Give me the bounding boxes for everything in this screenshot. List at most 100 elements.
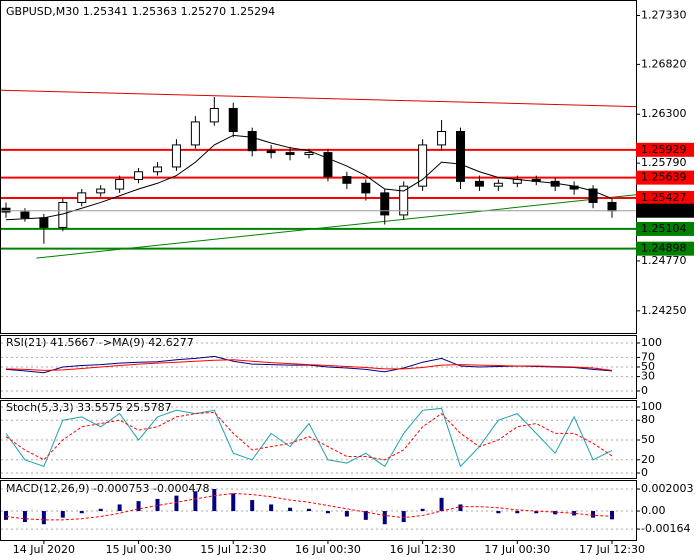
macd-bar — [79, 511, 84, 514]
level-label: 1.25104 — [641, 222, 687, 235]
y-tick-label: 1.25790 — [641, 156, 687, 169]
macd-bar — [591, 511, 596, 518]
level-box — [636, 221, 694, 236]
macd-bar — [515, 511, 520, 514]
candle-body — [20, 211, 30, 219]
y-tick-label: 1.27330 — [641, 8, 687, 21]
macd-bar — [98, 508, 103, 512]
level-label: 1.24898 — [641, 242, 687, 255]
macd-bar — [363, 511, 368, 520]
panel-title: GBPUSD,M30 1.25341 1.25363 1.25270 1.252… — [6, 5, 275, 18]
macd-bar — [174, 495, 179, 512]
candle-body — [437, 130, 447, 146]
macd-bar — [307, 508, 311, 512]
y-tick-label: 0 — [641, 466, 648, 479]
candle-body — [209, 107, 219, 123]
macd-bar — [572, 511, 577, 516]
macd-bar — [382, 511, 387, 525]
candle-body — [171, 144, 181, 168]
macd-bar — [41, 511, 46, 525]
candle-body — [474, 180, 484, 187]
candle-body — [323, 152, 333, 178]
level-box — [636, 241, 694, 256]
candle-body — [39, 217, 49, 228]
y-tick-label: 100 — [641, 336, 662, 349]
indicator-line — [5, 359, 613, 371]
macd-bar — [60, 511, 65, 518]
candle-body — [247, 130, 257, 152]
y-tick-label: -0.00164 — [641, 522, 690, 535]
macd-bar — [231, 493, 236, 512]
macd-bar — [325, 511, 330, 514]
x-tick-label: 15 Jul 00:30 — [106, 543, 172, 556]
y-tick-label: 50 — [641, 360, 655, 373]
candle-body — [456, 130, 465, 182]
level-label: 1.25639 — [641, 171, 687, 184]
y-tick-label: 0.00 — [641, 504, 666, 517]
level-box — [636, 170, 694, 185]
macd-bar — [212, 489, 217, 512]
candle-body — [115, 178, 125, 190]
candle-body — [380, 192, 390, 216]
macd-bar — [496, 511, 501, 514]
y-tick-label: 1.26300 — [641, 107, 687, 120]
level-box — [636, 142, 694, 157]
x-tick-label: 17 Jul 12:30 — [579, 543, 645, 556]
candle-body — [493, 182, 503, 187]
y-tick-label: 80 — [641, 413, 655, 426]
panel-title: Stoch(5,3,3) 33.5575 25.5787 — [6, 401, 172, 414]
y-tick-label: 0.002003 — [641, 482, 694, 495]
last-price-label: 1.25294 — [641, 204, 687, 217]
candle-body — [361, 182, 371, 194]
y-tick-label: 30 — [641, 370, 655, 383]
macd-bar — [458, 504, 463, 512]
macd-bar — [610, 511, 614, 520]
y-tick-label: 1.26820 — [641, 57, 687, 70]
macd-bar — [155, 498, 160, 512]
candle-body — [134, 171, 144, 180]
trendline — [36, 194, 637, 259]
y-tick-label: 100 — [641, 400, 662, 413]
y-tick-label: 70 — [641, 350, 655, 363]
x-tick-label: 16 Jul 00:30 — [295, 543, 361, 556]
candle-body — [342, 176, 352, 184]
candle-body — [399, 185, 409, 216]
candle-body — [190, 121, 200, 146]
macd-bar — [250, 500, 255, 512]
macd-bar — [22, 511, 27, 523]
x-tick-label: 16 Jul 12:30 — [390, 543, 456, 556]
macd-bar — [4, 511, 8, 520]
level-box — [636, 190, 694, 205]
candle-body — [1, 207, 11, 213]
candle-body — [77, 192, 87, 203]
indicator-line — [5, 411, 613, 461]
level-label: 1.25929 — [641, 143, 687, 156]
candle-body — [153, 166, 162, 173]
macd-bar — [439, 497, 444, 512]
signal-line — [5, 492, 613, 521]
x-tick-label: 17 Jul 00:30 — [484, 543, 550, 556]
panel-frame — [0, 480, 637, 541]
candle-body — [304, 152, 314, 156]
y-tick-label: 20 — [641, 453, 655, 466]
candle-body — [418, 144, 428, 187]
y-tick-label: 1.24770 — [641, 254, 687, 267]
indicator-line — [5, 407, 613, 468]
trendline — [0, 89, 637, 108]
panel-title: RSI(21) 41.5667 ->MA(9) 42.6277 — [6, 336, 194, 349]
candle-body — [607, 201, 617, 212]
x-tick-label: 14 Jul 2020 — [13, 543, 75, 556]
moving-average — [5, 134, 613, 221]
candle-body — [588, 188, 598, 203]
y-tick-label: 1.24250 — [641, 304, 687, 317]
candle-body — [285, 152, 295, 156]
last-price-box — [636, 203, 694, 218]
x-tick-label: 15 Jul 12:30 — [200, 543, 266, 556]
candle-body — [266, 150, 276, 154]
y-tick-label: 50 — [641, 433, 655, 446]
macd-bar — [344, 511, 349, 517]
macd-bar — [401, 511, 406, 523]
level-label: 1.25427 — [641, 191, 687, 204]
macd-bar — [193, 491, 198, 512]
